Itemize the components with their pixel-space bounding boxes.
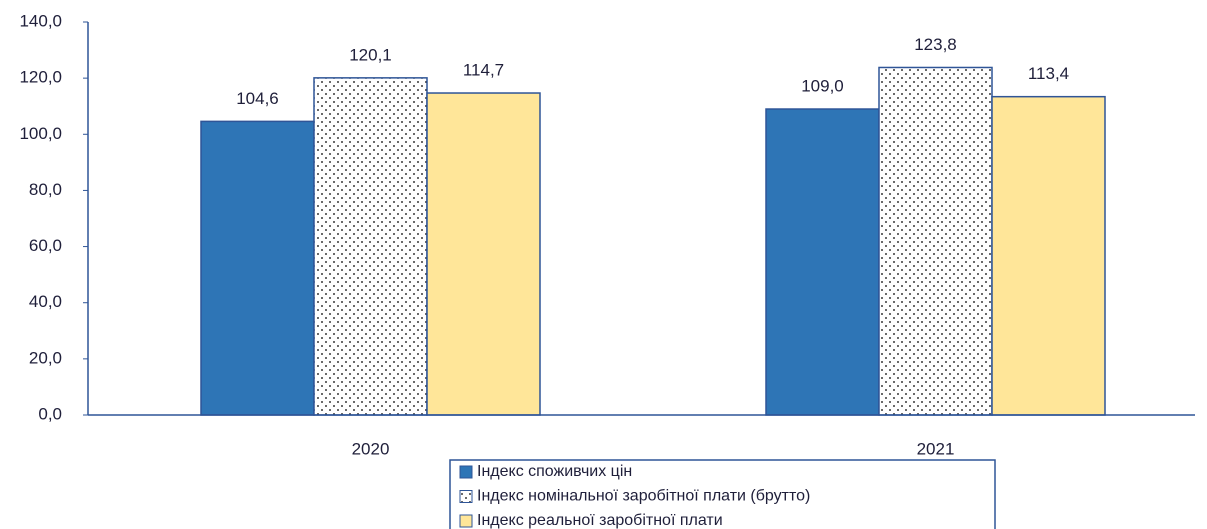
y-tick-label: 140,0 [19,11,62,30]
bar [878,66,993,416]
y-tick-label: 60,0 [29,236,62,255]
y-tick-label: 80,0 [29,180,62,199]
data-label: 123,8 [914,35,957,54]
legend-swatch [459,514,473,528]
x-tick-label: 2020 [352,439,390,458]
data-label: 114,7 [463,61,504,80]
bar [765,108,880,416]
x-tick-label: 2021 [917,439,955,458]
legend-label: Індекс споживчих цін [477,463,632,480]
bar [313,77,428,416]
bar [426,92,541,416]
bar [200,120,315,416]
legend-swatch [459,490,473,503]
legend-box [449,459,996,529]
data-label: 113,4 [1028,64,1069,83]
bar [991,95,1106,416]
data-label: 104,6 [236,89,279,108]
legend-label: Індекс номінальної заробітної плати (бру… [477,488,810,505]
data-label: 120,1 [349,45,392,64]
data-label: 109,0 [801,77,844,96]
legend-label: Індекс реальної заробітної плати [477,512,723,529]
y-tick-label: 100,0 [19,124,62,143]
y-tick-label: 0,0 [38,404,62,423]
legend-swatch [459,465,473,479]
y-tick-label: 120,0 [19,68,62,87]
y-tick-label: 40,0 [29,292,62,311]
y-tick-label: 20,0 [29,348,62,367]
